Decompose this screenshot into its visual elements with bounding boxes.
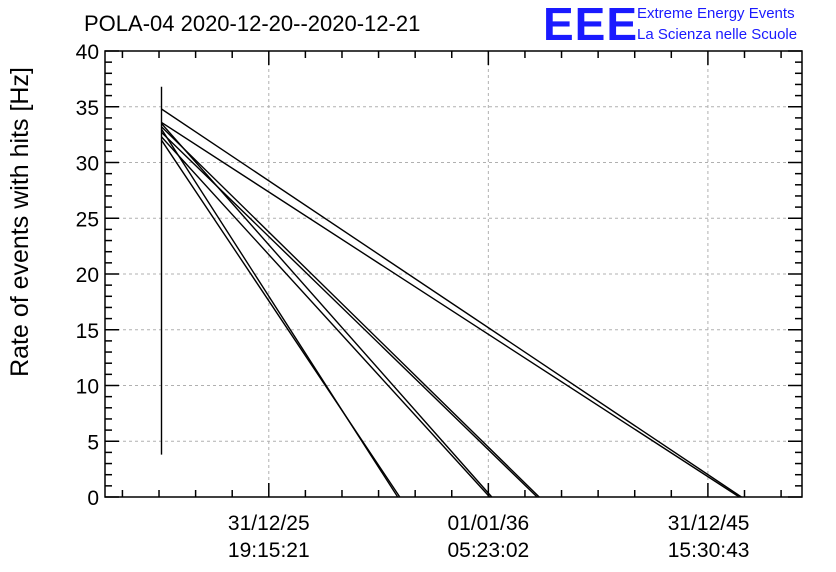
y-tick-label: 5 <box>87 431 99 454</box>
series-line-3 <box>161 121 740 498</box>
x-tick-time: 15:30:43 <box>668 539 750 562</box>
y-tick-label: 0 <box>87 487 99 510</box>
logo-mark: EEE <box>543 0 638 50</box>
grid-lines <box>105 51 802 497</box>
series-line-9 <box>160 128 399 498</box>
x-tick-date: 31/12/25 <box>228 512 310 535</box>
series-line-5 <box>161 131 538 498</box>
series-line-7 <box>160 136 491 498</box>
series-lines <box>160 86 742 498</box>
y-tick-label: 25 <box>76 208 99 231</box>
logo-line2: La Scienza nelle Scuole <box>637 26 797 43</box>
y-tick-label: 15 <box>76 320 99 343</box>
chart-title: POLA-04 2020-12-20--2020-12-21 <box>84 11 420 36</box>
x-tick-date: 01/01/36 <box>447 512 529 535</box>
logo-line1: Extreme Energy Events <box>637 5 795 22</box>
x-tick-date: 31/12/45 <box>668 512 750 535</box>
y-tick-label: 10 <box>76 376 99 399</box>
axes: 0 5 10 15 20 25 30 35 40 31/12/25 19:15:21 01/01/36… <box>76 41 802 562</box>
y-tick-label: 20 <box>76 264 99 287</box>
x-tick-time: 19:15:21 <box>228 539 310 562</box>
y-axis-label: Rate of events with hits [Hz] <box>6 67 34 377</box>
logo: EEE Extreme Energy Events La Scienza nel… <box>543 0 797 50</box>
y-tick-label: 40 <box>76 41 99 64</box>
series-line-2 <box>161 108 742 498</box>
y-tick-label: 30 <box>76 153 99 176</box>
plot-frame <box>104 50 803 498</box>
series-line-6 <box>160 123 493 498</box>
y-tick-label: 35 <box>76 97 99 120</box>
series-line-4 <box>161 126 540 498</box>
x-tick-time: 05:23:02 <box>447 539 529 562</box>
